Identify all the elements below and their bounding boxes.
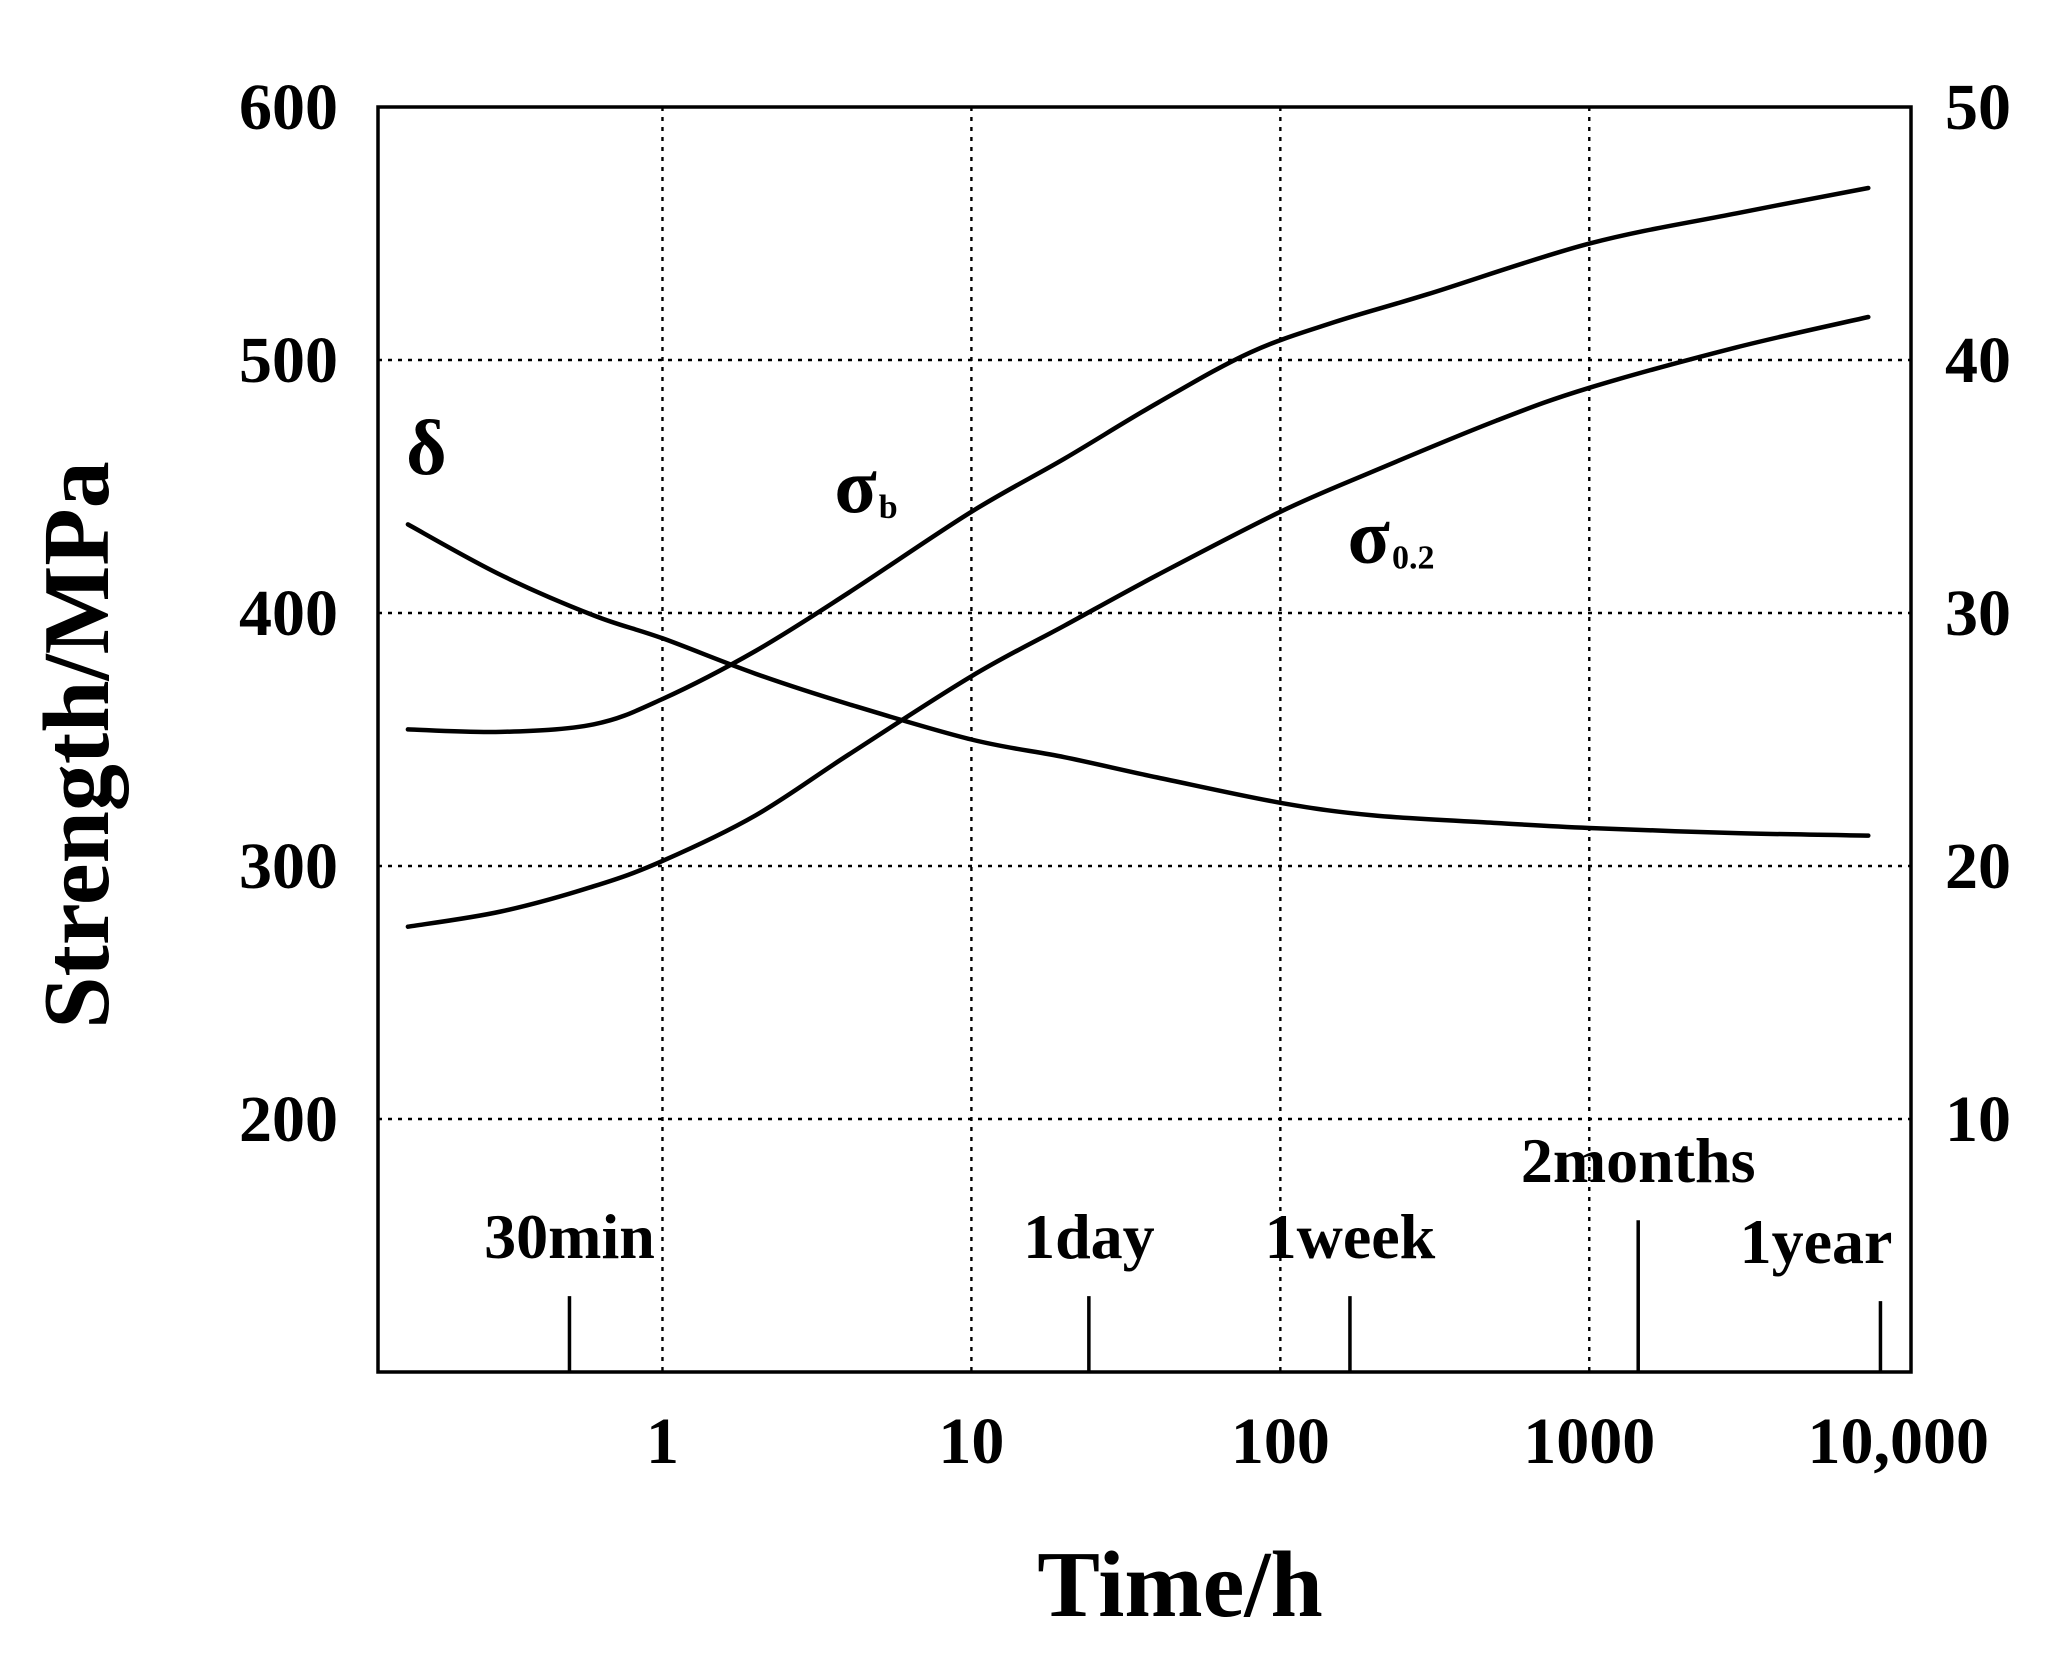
time-marker-label-2: 1week	[1265, 1201, 1436, 1272]
y-left-tick-label-1: 300	[239, 830, 338, 903]
x-tick-label-4: 10,000	[1807, 1405, 1989, 1478]
tick-labels: 1 10 100 1000 10,000 200 300 400 500 600 10 20 30 40 5…	[239, 71, 2011, 1478]
y-right-tick-label-1: 20	[1945, 830, 2011, 903]
y-right-tick-label-4: 50	[1945, 71, 2011, 144]
series-label-2: δ	[406, 404, 447, 491]
x-tick-label-3: 1000	[1523, 1405, 1655, 1478]
time-marker-label-3: 2months	[1521, 1125, 1756, 1196]
time-markers: 30min 1day 1week 2months 1year	[484, 1125, 1892, 1372]
series-label-0: σb	[834, 442, 897, 529]
series-labels: σb σ0.2 δ	[406, 404, 1434, 580]
y-right-tick-label-0: 10	[1945, 1083, 2011, 1156]
x-tick-label-1: 10	[938, 1405, 1004, 1478]
y-left-tick-label-2: 400	[239, 577, 338, 650]
x-axis-title: Time/h	[1037, 1533, 1323, 1637]
series-line-0	[405, 185, 1871, 735]
x-tick-label-0: 1	[646, 1405, 679, 1478]
series-line-2	[405, 522, 1871, 838]
y-left-tick-label-0: 200	[239, 1083, 338, 1156]
y-left-tick-label-3: 500	[239, 324, 338, 397]
y-left-tick-label-4: 600	[239, 71, 338, 144]
plot-frame	[376, 105, 1913, 1374]
y-right-tick-label-3: 40	[1945, 324, 2011, 397]
time-marker-label-1: 1day	[1023, 1201, 1155, 1272]
y-axis-title: Strength/MPa	[25, 461, 129, 1028]
time-marker-label-4: 1year	[1740, 1206, 1893, 1277]
series-line-1	[405, 314, 1871, 929]
y-right-tick-label-2: 30	[1945, 577, 2011, 650]
series-curves	[405, 185, 1871, 929]
series-label-1: σ0.2	[1348, 492, 1435, 579]
x-tick-label-2: 100	[1231, 1405, 1330, 1478]
time-marker-label-0: 30min	[484, 1201, 655, 1272]
